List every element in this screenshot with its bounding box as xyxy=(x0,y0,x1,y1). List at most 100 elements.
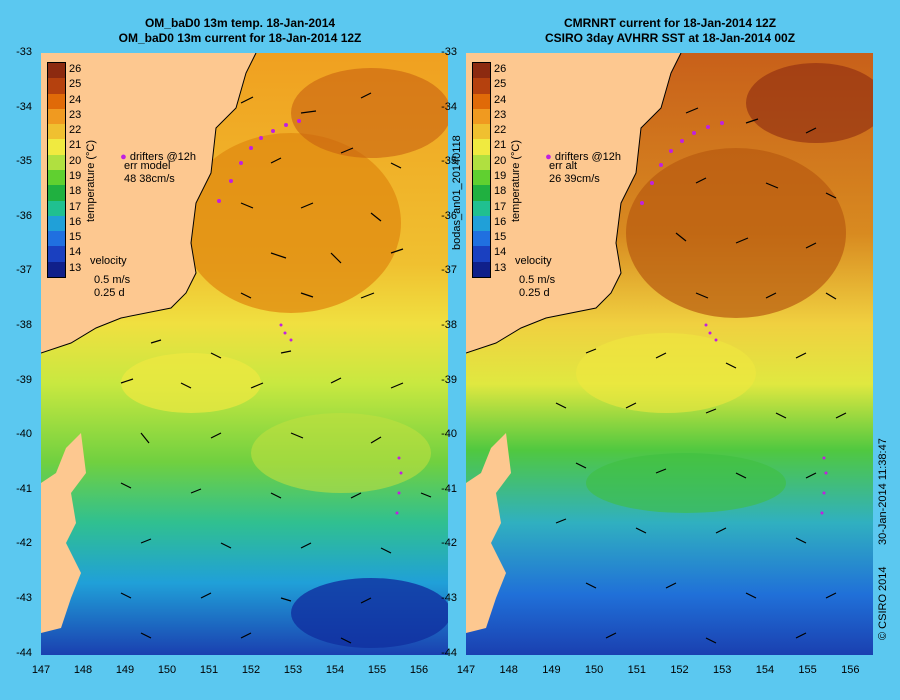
colorbar-tick-label: 17 xyxy=(69,200,82,213)
left-title: OM_baD0 13m temp. 18-Jan-2014 OM_baD0 13… xyxy=(60,16,420,46)
left-velocity-label: velocity xyxy=(90,255,127,267)
colorbar-swatch xyxy=(48,215,65,232)
left-colorbar-title: temperature (°C) xyxy=(85,139,97,222)
left-err-value: 48 38cm/s xyxy=(124,173,175,185)
colorbar-swatch xyxy=(48,124,65,140)
colorbar-tick-label: 19 xyxy=(69,170,82,182)
right-title-line2: CSIRO 3day AVHRR SST at 18-Jan-2014 00Z xyxy=(544,31,796,45)
credit-label: © CSIRO 2014 xyxy=(877,566,889,640)
right-temperature-field xyxy=(466,53,873,655)
colorbar-swatch xyxy=(473,200,490,216)
left-y-tick: -34 xyxy=(16,100,32,113)
colorbar-swatch xyxy=(473,246,490,262)
left-y-tick: -37 xyxy=(16,264,32,277)
right-y-tick: -43 xyxy=(441,592,457,604)
colorbar-tick-label: 18 xyxy=(69,185,82,198)
colorbar-tick-label: 16 xyxy=(494,215,507,228)
right-velocity-time: 0.25 d xyxy=(519,287,550,299)
left-x-tick: 147 xyxy=(31,664,51,676)
colorbar-tick-label: 25 xyxy=(494,78,507,91)
colorbar-swatch xyxy=(473,93,490,109)
left-y-tick: -44 xyxy=(16,646,32,659)
left-x-tick: 156 xyxy=(409,664,429,676)
colorbar-swatch xyxy=(48,200,65,216)
left-title-line2: OM_baD0 13m current for 18-Jan-2014 12Z xyxy=(118,31,362,45)
colorbar-swatch xyxy=(48,93,65,109)
right-title: CMRNRT current for 18-Jan-2014 12Z CSIRO… xyxy=(490,16,850,46)
left-y-tick: -38 xyxy=(16,319,32,331)
right-x-tick: 152 xyxy=(670,664,689,676)
drifter-marker-icon: ● xyxy=(545,151,552,163)
right-err-value: 26 39cm/s xyxy=(549,173,600,185)
colorbar-swatch xyxy=(473,78,490,94)
right-y-tick: -42 xyxy=(441,537,457,550)
colorbar-swatch xyxy=(473,261,490,277)
colorbar-tick-label: 24 xyxy=(494,93,507,106)
right-err-label: err alt xyxy=(549,160,578,172)
colorbar-tick-label: 22 xyxy=(69,124,82,137)
left-drifters-label: drifters @12h xyxy=(129,151,197,163)
right-x-tick: 155 xyxy=(798,664,817,676)
left-velocity-time: 0.25 d xyxy=(94,287,125,299)
colorbar-tick-label: 13 xyxy=(69,261,82,274)
colorbar-swatch xyxy=(48,108,65,125)
timestamp-label: 30-Jan-2014 11:38:47 xyxy=(877,438,889,545)
right-drifters-legend: ● drifters @12h xyxy=(539,138,621,164)
right-velocity-speed: 0.5 m/s xyxy=(519,274,556,286)
colorbar-tick-label: 14 xyxy=(494,246,507,259)
left-x-tick: 155 xyxy=(367,664,387,676)
colorbar-tick-label: 16 xyxy=(69,215,82,228)
right-velocity-label: velocity xyxy=(515,255,552,267)
colorbar-swatch xyxy=(473,185,490,201)
left-y-tick: -39 xyxy=(16,373,32,386)
colorbar-tick-label: 20 xyxy=(69,154,82,167)
left-velocity-arrows xyxy=(120,92,432,644)
left-title-line1: OM_baD0 13m temp. 18-Jan-2014 xyxy=(144,16,336,30)
colorbar-tick-label: 26 xyxy=(494,63,507,75)
colorbar-swatch xyxy=(48,169,65,186)
right-x-tick: 153 xyxy=(713,664,732,676)
right-x-tick: 149 xyxy=(542,664,561,676)
right-x-tick: 148 xyxy=(499,664,518,676)
right-x-tick: 154 xyxy=(755,664,775,676)
colorbar-tick-label: 26 xyxy=(69,63,82,75)
colorbar-tick-label: 22 xyxy=(494,124,507,137)
right-y-tick: -44 xyxy=(441,646,457,659)
left-y-tick: -40 xyxy=(16,428,32,441)
colorbar-tick-label: 17 xyxy=(494,200,507,213)
right-drifter-track xyxy=(640,121,828,515)
right-map-panel xyxy=(466,53,873,655)
left-drifters-legend: ● drifters @12h xyxy=(114,138,196,164)
right-x-tick: 150 xyxy=(584,664,604,676)
colorbar-swatch xyxy=(48,63,65,79)
colorbar-tick-label: 20 xyxy=(494,154,507,167)
left-map-panel xyxy=(41,53,448,655)
colorbar-tick-label: 23 xyxy=(69,108,82,121)
colorbar-swatch xyxy=(473,231,490,247)
colorbar-tick-label: 13 xyxy=(494,261,507,274)
colorbar-swatch xyxy=(48,231,65,247)
left-velocity-speed: 0.5 m/s xyxy=(94,274,131,286)
right-velocity-arrows xyxy=(555,107,847,644)
colorbar-tick-label: 21 xyxy=(69,139,82,152)
left-x-tick: 148 xyxy=(73,664,93,676)
left-x-tick: 153 xyxy=(283,664,303,676)
left-x-tick: 151 xyxy=(199,664,219,676)
colorbar-swatch xyxy=(48,261,65,277)
left-x-tick: 152 xyxy=(241,664,261,676)
right-y-tick: -39 xyxy=(441,373,457,386)
colorbar-swatch xyxy=(48,139,65,155)
right-y-tick: -41 xyxy=(441,482,457,495)
colorbar-tick-label: 19 xyxy=(494,170,507,182)
colorbar-swatch xyxy=(473,63,490,79)
left-y-tick: -36 xyxy=(16,209,32,222)
right-drifters-label: drifters @12h xyxy=(554,151,622,163)
right-y-tick: -37 xyxy=(441,264,457,277)
right-y-tick: -36 xyxy=(441,209,457,222)
right-x-tick: 156 xyxy=(841,664,860,676)
right-y-tick: -38 xyxy=(441,319,457,331)
left-colorbar xyxy=(47,62,66,278)
left-y-tick: -41 xyxy=(16,482,32,495)
left-drifter-track xyxy=(217,119,403,515)
right-y-tick: -40 xyxy=(441,428,457,441)
